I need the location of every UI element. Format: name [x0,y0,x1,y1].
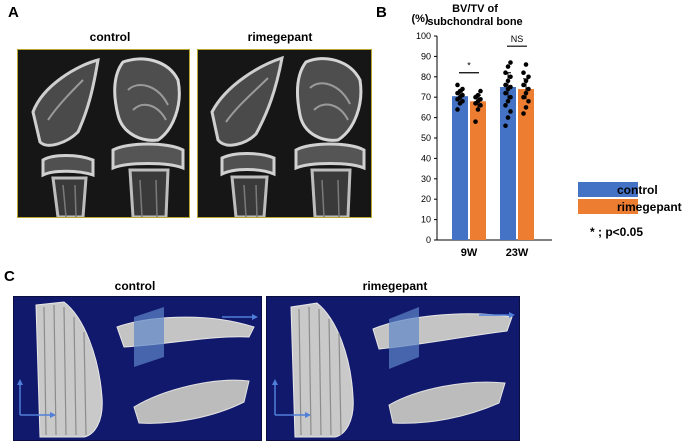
chart-title-line1: BV/TV of [452,3,498,15]
data-point [521,94,526,100]
data-point [475,92,481,98]
3d-render-rimegepant [266,296,520,441]
data-point [473,119,478,124]
x-category-label: 9W [461,247,478,259]
chart-plot-area: 0 10 20 30 40 50 60 70 80 90 100 9W 23W * NS [416,31,552,259]
data-point [523,105,529,110]
bar-rimegepant-23W [518,89,534,240]
panel-c-letter: C [4,268,15,285]
data-point [503,90,508,96]
data-point [503,123,508,129]
y-tick-label: 80 [421,72,431,82]
ct-image-control [17,49,190,218]
legend-label-rimegepant: rimegepant [617,200,682,214]
y-tick-label: 40 [421,153,431,163]
data-point [523,62,529,67]
data-point [505,115,511,120]
data-point [508,84,513,90]
data-point [505,64,511,69]
data-point [505,78,511,84]
data-point [526,86,531,92]
significance-label: NS [511,34,524,44]
bar-control-9W [452,96,468,241]
panel-c-control-caption: control [114,279,156,293]
data-point [505,98,511,104]
data-point [455,82,460,88]
panel-c-rimegepant-caption: rimegepant [362,279,428,293]
data-point [460,98,465,104]
panel-a-rimegepant-caption: rimegepant [247,30,313,44]
data-point [521,111,526,116]
y-tick-label: 30 [421,174,431,184]
panel-b-letter: B [376,4,387,21]
data-point [478,96,483,102]
data-point [521,82,526,88]
bar-rimegepant-9W [470,101,486,240]
data-point [475,107,481,112]
data-point [503,70,508,76]
y-tick-label: 70 [421,92,431,102]
chart-title-line2: subchondral bone [427,16,522,28]
data-point [523,78,529,84]
legend-swatch-rimegepant [578,199,638,214]
y-tick-label: 60 [421,113,431,123]
y-tick-label: 20 [421,194,431,204]
data-point [460,92,465,98]
significance-label: * [467,61,471,71]
data-point [526,98,531,104]
data-point [460,86,465,92]
panel-a-letter: A [8,4,19,21]
panel-a-control-caption: control [89,30,131,44]
data-point [508,60,513,65]
legend-swatch-control [578,182,638,197]
significance-note: * ; p<0.05 [590,225,644,239]
data-point [503,82,508,88]
bar-control-23W [500,87,516,240]
bv-tv-chart: BV/TV of subchondral bone (%) 0 10 20 30 40 5… [411,3,552,259]
data-point [508,109,513,114]
y-tick-label: 90 [421,51,431,61]
y-tick-label: 50 [421,133,431,143]
data-point [455,107,460,112]
legend-label-control: control [617,183,658,197]
y-tick-label: 100 [416,31,431,41]
data-point [523,90,529,96]
3d-render-control [13,296,262,441]
data-point [508,74,513,80]
data-point [478,88,483,94]
data-point [521,70,526,76]
y-tick-label: 0 [426,235,431,245]
y-tick-label: 10 [421,215,431,225]
y-axis-unit: (%) [411,13,428,25]
data-point [503,103,508,108]
ct-image-rimegepant [197,49,372,218]
data-point [526,74,531,80]
x-category-label: 23W [506,247,529,259]
data-point [478,103,483,108]
data-point [508,94,513,100]
